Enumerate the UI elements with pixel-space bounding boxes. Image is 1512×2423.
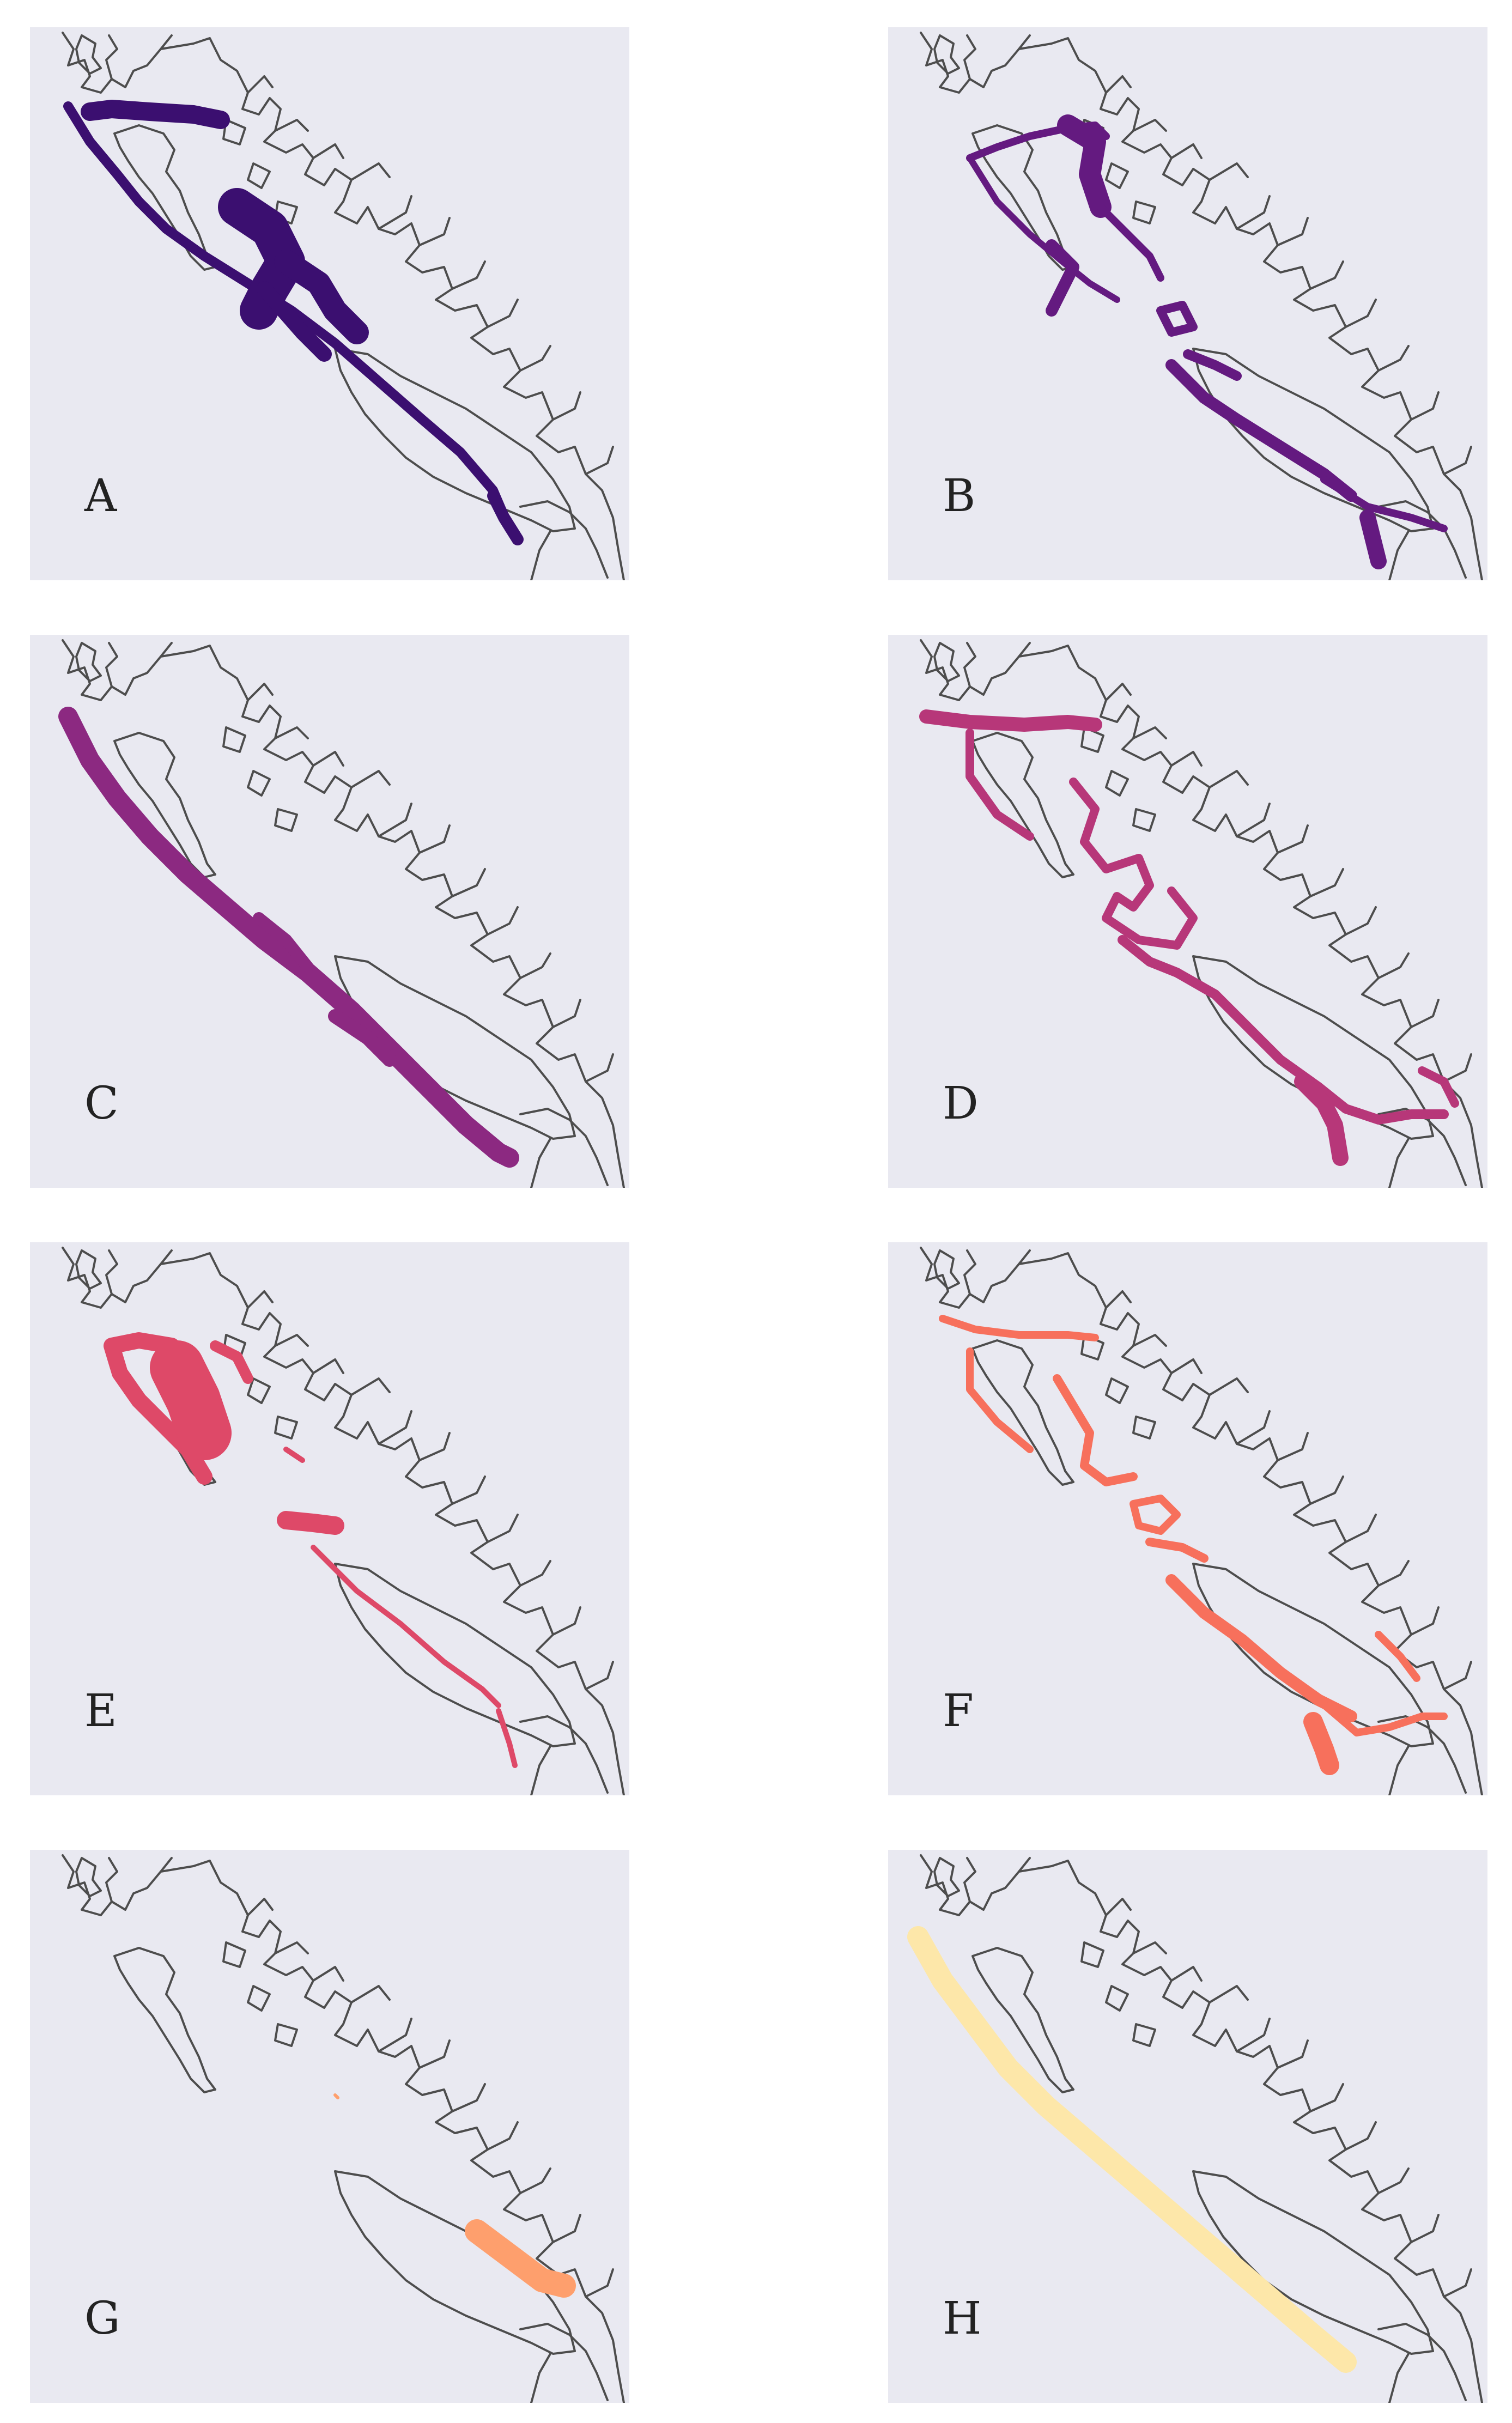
map-panel-e: E (30, 1242, 629, 1795)
map-h-svg (907, 1854, 1483, 2403)
panel-label: E (84, 1685, 117, 1737)
map-panel-g: G (30, 1850, 629, 2403)
panel-label: C (84, 1078, 119, 1129)
map-a-svg (62, 32, 625, 580)
distribution-region (58, 707, 519, 1168)
coastline (920, 32, 1483, 580)
distribution-region (919, 709, 1459, 1166)
coastline (62, 639, 625, 1188)
panel-label: H (943, 2293, 982, 2345)
map-c-svg (58, 639, 625, 1188)
map-panel-b: B (888, 27, 1487, 580)
map-panel-d: D (888, 635, 1487, 1188)
map-panel-h: H (888, 1850, 1487, 2403)
distribution-region (333, 2093, 576, 2298)
distribution-region (63, 100, 524, 545)
distribution-region (907, 1926, 1357, 2373)
coastline (920, 1854, 1483, 2403)
panel-label: G (84, 2293, 120, 2345)
map-panel-c: C (30, 635, 629, 1188)
panel-label: B (943, 470, 976, 522)
panel-label: D (943, 1078, 979, 1129)
distribution-region (939, 1315, 1448, 1775)
map-panel-a: A (30, 27, 629, 580)
coastline (62, 1854, 625, 2403)
distribution-region (966, 114, 1448, 569)
map-panel-f: F (888, 1242, 1487, 1795)
map-g-svg (62, 1854, 625, 2403)
map-f-svg (920, 1247, 1483, 1795)
map-e-svg (62, 1247, 625, 1795)
panel-label: A (84, 470, 117, 522)
map-b-svg (920, 32, 1483, 580)
panel-label: F (943, 1685, 974, 1737)
map-d-svg (919, 639, 1483, 1188)
distribution-region (104, 1332, 518, 1768)
